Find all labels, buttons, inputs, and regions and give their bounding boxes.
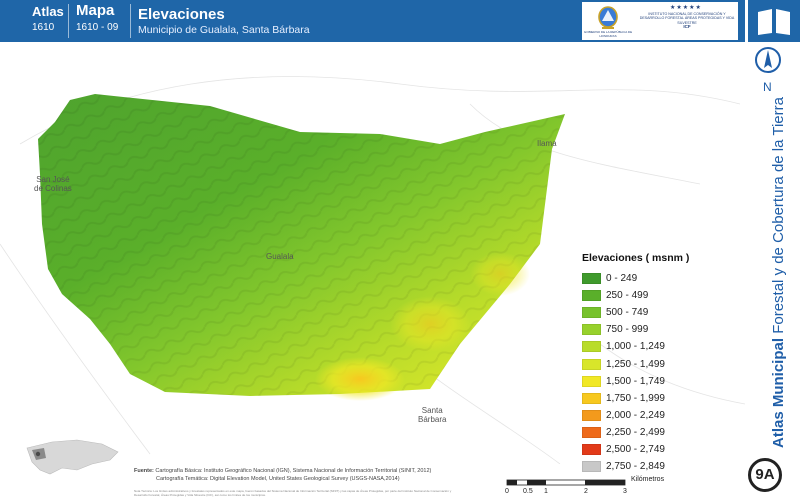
elevation-map [0, 76, 745, 464]
coat-of-arms-icon [598, 6, 618, 29]
legend-item: 500 - 749 [582, 304, 689, 321]
logo-stars: ★★★★★ [670, 5, 702, 11]
place-gualala: Gualala [266, 252, 294, 261]
legend-item: 1,750 - 1,999 [582, 390, 689, 407]
legend-swatch [582, 324, 601, 336]
page-subtitle: Municipio de Gualala, Santa Bárbara [138, 24, 310, 36]
mapa-label: Mapa [76, 2, 115, 19]
place-ilama: Ilama [537, 139, 557, 148]
legend-title: Elevaciones ( msnm ) [582, 252, 690, 264]
legend-label: 2,500 - 2,749 [606, 443, 665, 455]
page-title: Elevaciones [138, 6, 225, 23]
place-santa-barbara: Santa Bárbara [418, 406, 447, 424]
legend-item: 1,250 - 1,499 [582, 355, 689, 372]
high-elevation-zone [470, 252, 530, 296]
header-divider [68, 4, 69, 38]
logo-gov-text: GOBIERNO DE LA REPÚBLICA DE HONDURAS [583, 30, 633, 38]
legend-item: 0 - 249 [582, 270, 689, 287]
legend-label: 2,000 - 2,249 [606, 409, 665, 421]
legend-swatch [582, 341, 601, 353]
legend-rows: 0 - 249 250 - 499 500 - 749 750 - 999 1,000 … [582, 270, 689, 475]
legend-label: 1,500 - 1,749 [606, 375, 665, 387]
atlas-code: 1610 [32, 22, 55, 33]
legend-item: 1,500 - 1,749 [582, 373, 689, 390]
location-inset-map [26, 439, 119, 475]
legend-swatch [582, 358, 601, 370]
vertical-title-rest: Forestal y de Cobertura de la Tierra [770, 97, 787, 338]
institution-logos: GOBIERNO DE LA REPÚBLICA DE HONDURAS ★★★… [582, 2, 738, 40]
legend-swatch [582, 443, 601, 455]
mapa-code: 1610 - 09 [76, 22, 119, 33]
legend-swatch [582, 392, 601, 404]
logo-icf-text: INSTITUTO NACIONAL DE CONSERVACIÓN Y DES… [638, 12, 736, 30]
north-arrow-icon [755, 47, 781, 73]
legend-item: 750 - 999 [582, 321, 689, 338]
legend-label: 0 - 249 [606, 273, 638, 285]
high-elevation-zone [390, 296, 470, 352]
scale-tick: 1 [544, 488, 548, 495]
hillshade [38, 94, 565, 396]
legend-item: 2,750 - 2,849 [582, 458, 689, 475]
municipality-area [38, 94, 565, 401]
mapa-block: Mapa 1610 - 09 [70, 0, 132, 42]
legend-item: 2,500 - 2,749 [582, 441, 689, 458]
scale-bar-graphic [506, 479, 626, 486]
high-elevation-zone [315, 357, 405, 401]
elevation-legend: Elevaciones ( msnm ) 0 - 249 250 - 499 500… [582, 252, 689, 475]
scale-bar: 0 0.5 1 2 3 Kilómetros [505, 474, 664, 498]
legend-label: 2,750 - 2,849 [606, 461, 665, 473]
legend-swatch [582, 307, 601, 319]
scale-tick: 0 [505, 488, 509, 495]
legend-label: 1,250 - 1,499 [606, 358, 665, 370]
header-bar: Atlas 1610 Mapa 1610 - 09 Elevaciones Mu… [0, 0, 745, 42]
north-label: N [763, 80, 772, 94]
legend-swatch [582, 409, 601, 421]
scale-unit: Kilómetros [631, 476, 665, 483]
source-block: Fuente: Cartografía Básica: Instituto Ge… [134, 468, 454, 483]
vertical-title-bold: Atlas Municipal [770, 337, 787, 448]
source-label: Fuente: [134, 468, 154, 474]
atlas-label: Atlas [32, 4, 64, 19]
technical-note: Nota Técnica: Los límites administrativo… [134, 489, 452, 497]
scale-tick: 0.5 [523, 488, 533, 495]
legend-label: 250 - 499 [606, 290, 649, 302]
scale-tick: 3 [623, 488, 627, 495]
logo-icf-abbr: ICF [683, 24, 691, 30]
legend-item: 2,250 - 2,499 [582, 424, 689, 441]
vertical-atlas-title: Atlas Municipal Forestal y de Cobertura … [770, 88, 787, 448]
legend-swatch [582, 290, 601, 302]
source-line-1: Cartografía Básica: Instituto Geográfico… [155, 468, 432, 474]
legend-swatch [582, 461, 601, 473]
logo-icf-name: INSTITUTO NACIONAL DE CONSERVACIÓN Y DES… [639, 12, 735, 25]
map-number-badge: 9A [748, 458, 782, 492]
legend-label: 750 - 999 [606, 324, 649, 336]
legend-item: 2,000 - 2,249 [582, 407, 689, 424]
open-book-icon [758, 9, 790, 35]
legend-label: 1,000 - 1,249 [606, 341, 665, 353]
legend-label: 500 - 749 [606, 307, 649, 319]
atlas-block: Atlas 1610 [26, 0, 66, 42]
legend-label: 1,750 - 1,999 [606, 392, 665, 404]
legend-swatch [582, 426, 601, 438]
legend-item: 250 - 499 [582, 287, 689, 304]
legend-label: 2,250 - 2,499 [606, 426, 665, 438]
scale-tick: 2 [584, 488, 588, 495]
legend-item: 1,000 - 1,249 [582, 338, 689, 355]
legend-swatch [582, 273, 601, 285]
place-san-jose-de-colinas: San José de Colinas [34, 175, 72, 193]
atlas-book-tile [748, 0, 800, 42]
legend-swatch [582, 375, 601, 387]
source-line-2: Cartografía Temática: Digital Elevation … [156, 475, 400, 482]
header-divider [130, 4, 131, 38]
